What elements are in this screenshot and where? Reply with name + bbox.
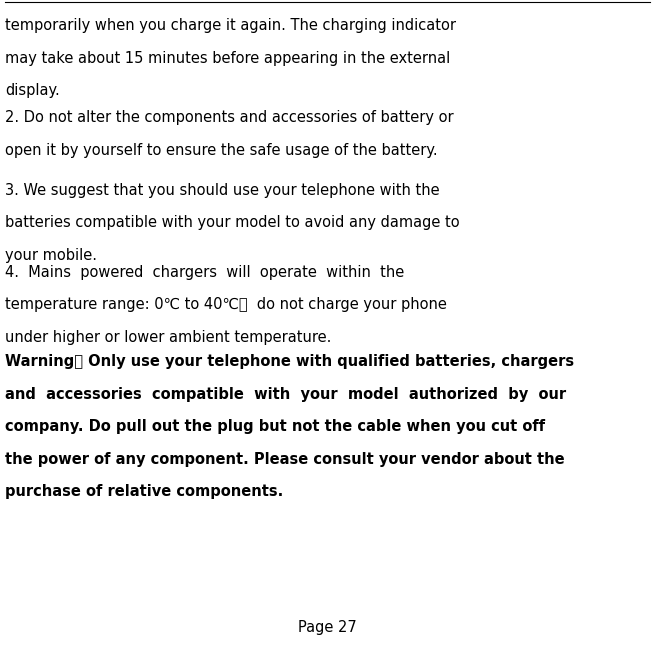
Text: 3. We suggest that you should use your telephone with the: 3. We suggest that you should use your t… [5,183,440,198]
Text: under higher or lower ambient temperature.: under higher or lower ambient temperatur… [5,330,331,345]
Text: 4.  Mains  powered  chargers  will  operate  within  the: 4. Mains powered chargers will operate w… [5,265,405,280]
Text: and  accessories  compatible  with  your  model  authorized  by  our: and accessories compatible with your mod… [5,387,567,402]
Text: the power of any component. Please consult your vendor about the: the power of any component. Please consu… [5,452,565,467]
Text: company. Do pull out the plug but not the cable when you cut off: company. Do pull out the plug but not th… [5,419,546,434]
Text: temporarily when you charge it again. The charging indicator: temporarily when you charge it again. Th… [5,18,457,33]
Text: 2. Do not alter the components and accessories of battery or: 2. Do not alter the components and acces… [5,110,454,125]
Text: batteries compatible with your model to avoid any damage to: batteries compatible with your model to … [5,215,460,230]
Text: open it by yourself to ensure the safe usage of the battery.: open it by yourself to ensure the safe u… [5,143,438,158]
Text: display.: display. [5,83,60,98]
Text: Page 27: Page 27 [298,620,357,635]
Text: purchase of relative components.: purchase of relative components. [5,484,284,499]
Text: temperature range: 0℃ to 40℃，  do not charge your phone: temperature range: 0℃ to 40℃， do not cha… [5,297,447,312]
Text: Warning： Only use your telephone with qualified batteries, chargers: Warning： Only use your telephone with qu… [5,354,574,369]
Text: may take about 15 minutes before appearing in the external: may take about 15 minutes before appeari… [5,51,451,66]
Text: your mobile.: your mobile. [5,248,97,263]
